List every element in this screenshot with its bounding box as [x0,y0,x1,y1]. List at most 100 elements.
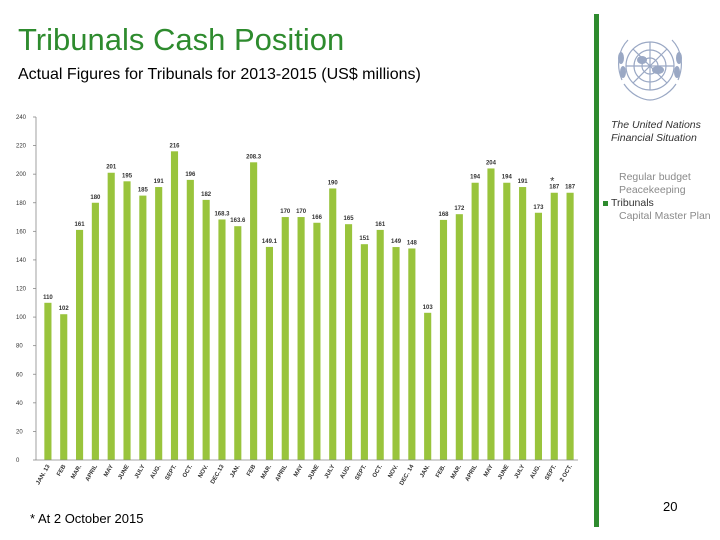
un-emblem-icon [618,39,682,101]
x-tick-label: DEC. 14 [399,463,416,486]
x-tick-label: AUG. [150,464,163,480]
data-labels: 110102161180201195185191216196182168.316… [43,143,576,312]
x-tick-label: MAR. [70,464,83,481]
y-tick-label: 80 [16,344,23,350]
data-label: 149.1 [262,239,278,245]
x-tick-label: SEPT. [165,464,179,482]
bar [519,187,527,460]
data-label: 180 [90,195,101,201]
y-axis: 0 20 40 60 80 100 120 140 160 180 200 220 240 [16,115,37,464]
data-label: 173 [533,205,544,211]
y-tick-label: 160 [16,229,27,235]
sidebar-item-label: Regular budget [619,171,691,183]
data-label: 204 [486,160,497,166]
x-tick-label: JAN. [229,464,241,479]
bar [503,182,511,460]
data-label: 182 [201,192,212,198]
cash-position-bar-chart: 0 20 40 60 80 100 120 140 160 180 200 220 240 110 102… [16,115,578,487]
data-label: 196 [185,172,196,178]
data-label: 163.6 [230,218,246,224]
sidebar-item-peacekeeping[interactable]: Peacekeeping [611,184,719,197]
x-tick-label: FEB [56,463,68,477]
x-tick-label: DEC.13 [210,463,226,485]
bar [281,217,289,460]
data-label: 187 [549,185,560,191]
x-tick-label: MAR. [260,464,273,481]
y-tick-label: 60 [16,372,23,378]
x-tick-label: JUNE [497,464,510,481]
sidebar-item-capital-master-plan[interactable]: Capital Master Plan [611,210,719,223]
x-tick-label: JUNE [118,464,131,481]
x-tick-label: OCT. [372,464,384,479]
bar [471,182,479,460]
sidebar-item-tribunals[interactable]: Tribunals [603,197,719,210]
data-label: 149 [391,239,402,245]
x-tick-label: JULY [134,464,147,480]
sidebar-item-label: Peacekeeping [619,184,686,196]
data-label: 102 [59,306,70,312]
bar [439,219,448,460]
bar [202,199,210,460]
data-label: 195 [122,173,133,179]
y-tick-label: 120 [16,287,27,293]
x-tick-label: MAY [483,464,495,478]
x-tick-label: APRIL [85,464,99,483]
bar [170,151,179,461]
x-tick-label: MAY [103,464,115,478]
sidebar-item-label: Capital Master Plan [619,210,711,222]
bar [186,179,194,460]
data-label: 161 [375,222,386,228]
x-tick-label: JUNE [307,464,320,481]
data-label: 194 [470,175,481,181]
y-tick-label: 140 [16,258,27,264]
x-tick-label: APRIL [465,464,479,483]
y-tick-label: 240 [16,115,27,121]
bar [566,192,574,460]
bar [424,312,432,460]
bar [329,188,337,460]
y-tick-label: 100 [16,315,27,321]
bar [91,202,99,460]
data-label: 165 [344,216,355,222]
x-axis: JAN. 13 FEB MAR. APRIL MAY JUNE JULY AUG. SEPT. O… [35,459,578,487]
x-tick-label: SEPT. [355,464,369,482]
bar [60,314,68,460]
slide-title: Tribunals Cash Position [18,22,345,57]
y-tick-label: 200 [16,172,27,178]
bar [534,212,543,460]
data-label: 170 [296,209,307,215]
x-tick-label: JULY [324,464,337,480]
bar [250,162,258,461]
data-label: 103 [423,305,434,311]
data-label: 216 [169,143,180,149]
bar [75,229,84,460]
bar [107,172,115,461]
x-tick-label: OCT. [182,464,194,479]
data-label: 151 [359,236,370,242]
data-label: 185 [138,188,149,194]
data-label: 172 [454,206,465,212]
bar [392,247,400,460]
sidebar-item-label: Tribunals [611,197,654,209]
sidebar-heading: The United Nations Financial Situation [611,119,701,144]
data-label: 148 [407,240,418,246]
bullet-icon [603,200,608,206]
bar [155,187,163,460]
annotation-marker: * [550,176,555,188]
bar [455,214,463,460]
data-label: 194 [502,175,513,181]
bar [408,248,416,460]
vertical-divider [594,14,599,527]
bar [344,224,353,460]
x-tick-label: JULY [514,464,527,480]
data-label: 168.3 [214,211,230,217]
data-label: 191 [154,179,165,185]
sidebar-item-regular-budget[interactable]: Regular budget [611,171,719,184]
data-label: 190 [328,180,339,186]
y-tick-label: 40 [16,401,23,407]
footnote: * At 2 October 2015 [30,511,144,526]
x-tick-label: FEB. [435,464,447,479]
bullet-icon [611,175,616,180]
bar [360,244,368,460]
x-tick-label: FEB [246,463,258,477]
